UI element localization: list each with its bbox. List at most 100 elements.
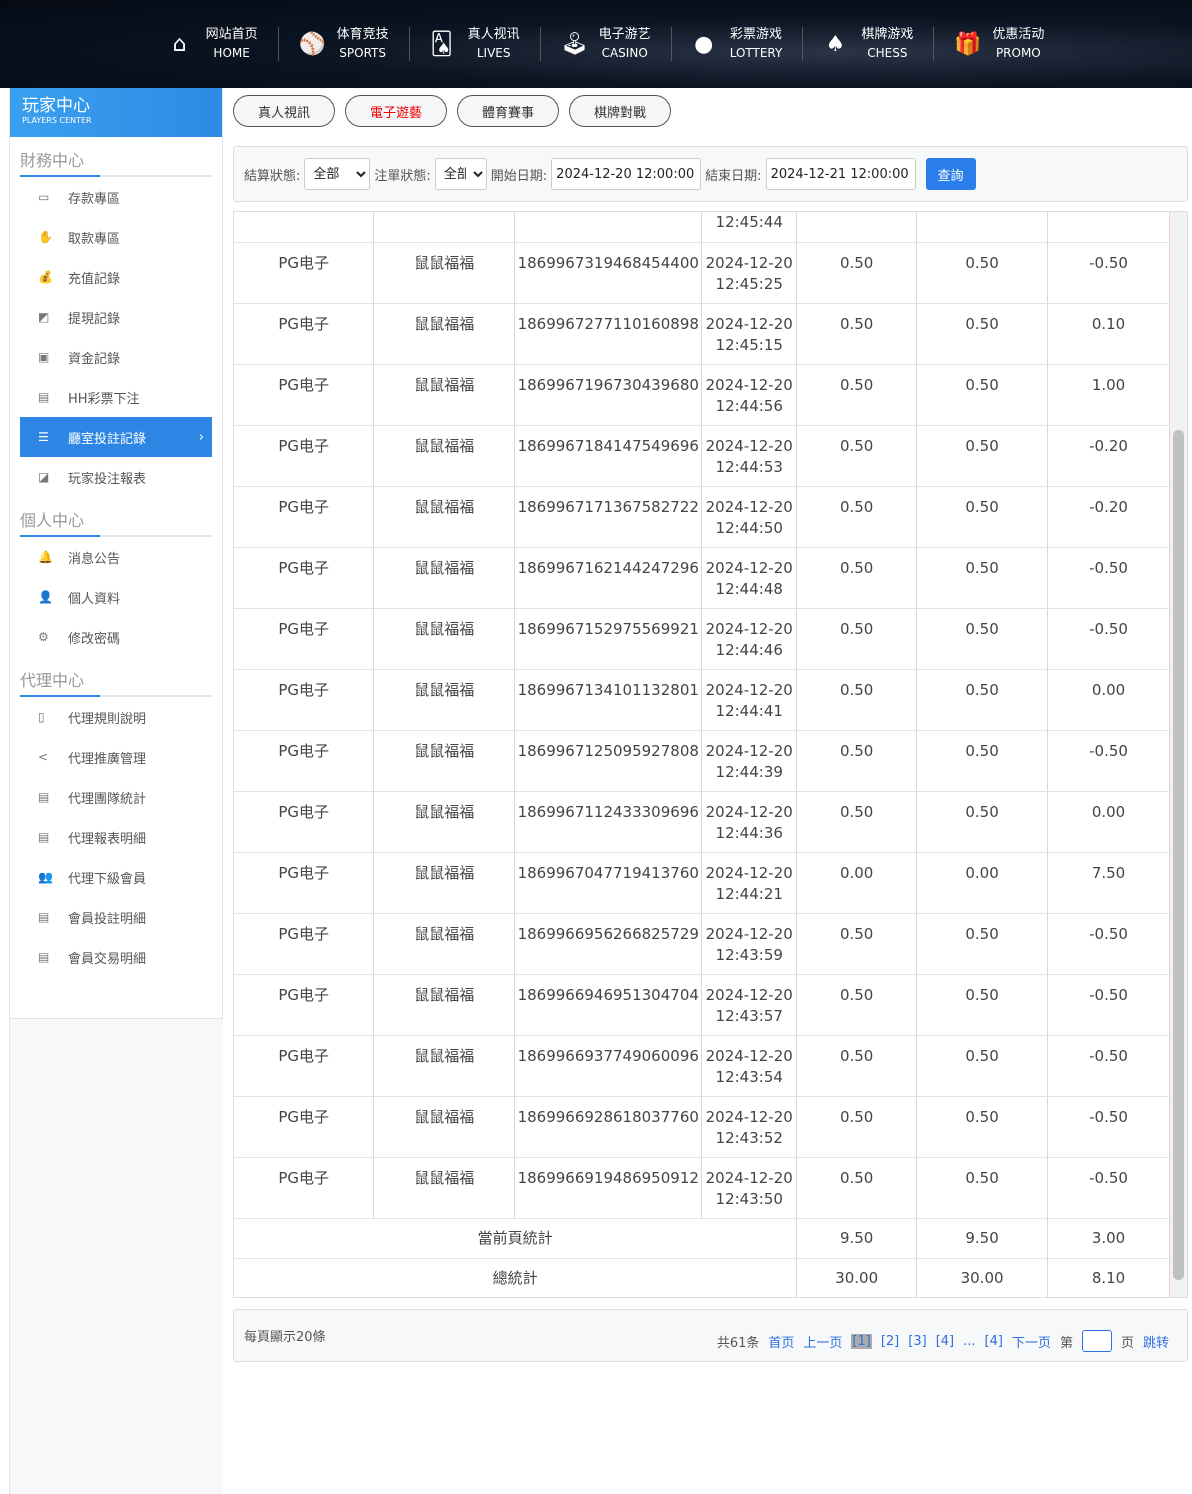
sidebar-item[interactable]: 👥 代理下級會員 [20,857,212,897]
nav-label-en: LIVES [476,46,511,60]
tab-game[interactable]: 體育賽事 [457,95,559,127]
sidebar-item[interactable]: ▭ 存款專區 [20,177,212,217]
section-title-finance: 財務中心 [20,147,212,177]
sidebar-item[interactable]: ☰ 廳室投註記錄 › [20,417,212,457]
table-cell: 1869967319468454400 [514,242,703,304]
table-cell: PG电子 [234,486,375,548]
sidebar-item[interactable]: ▤ 會員交易明細 [20,937,212,977]
end-date-input[interactable] [765,158,916,190]
table-cell: PG电子 [234,852,375,914]
nav-label: 棋牌游戏 CHESS [861,26,913,62]
sidebar-item[interactable]: 💰 充值記錄 [20,257,212,297]
totals-label: 總統計 [234,1258,798,1297]
menu-icon: ☰ [38,430,49,444]
goto-page-input[interactable] [1081,1330,1112,1352]
sidebar-item-label: 存款專區 [68,191,121,207]
page-link[interactable]: [4] [984,1333,1003,1349]
first-page-link[interactable]: 首页 [768,1335,795,1351]
nav-lottery[interactable]: ● 彩票游戏 LOTTERY [670,27,803,61]
totals-label: 當前頁統計 [234,1218,798,1259]
filter-bar: 結算狀態: 全部 注單狀態: 全部 開始日期: 結束日期: 查詢 [233,146,1188,202]
nav-label-zh: 网站首页 [205,27,258,42]
nav-promo[interactable]: 🎁 优惠活动 PROMO [933,27,1064,61]
table-cell: PG电子 [234,1157,375,1219]
table-cell: 0.50 [916,791,1049,853]
table-cell: 鼠鼠福福 [373,608,516,670]
scrollbar-thumb[interactable] [1173,430,1184,1280]
table-cell: -0.50 [1047,730,1170,792]
sidebar-item-label: 取款專區 [68,231,121,247]
nav-home[interactable]: ⌂ 网站首页 HOME [148,27,278,61]
scrollbar[interactable] [1170,212,1187,1297]
page-link[interactable]: [2] [880,1333,900,1349]
sidebar-item[interactable]: ⚙ 修改密碼 [20,617,212,657]
cards-icon: 🂡 [430,31,453,57]
sidebar-item-label: 代理報表明細 [68,831,147,847]
nav-lives[interactable]: 🂡 真人视讯 LIVES [408,27,540,61]
table-cell: 2024-12-20 12:45:44 [701,212,798,243]
table-cell: 0.50 [916,547,1049,609]
sidebar-item[interactable]: < 代理推廣管理 [20,737,212,777]
nav-label-zh: 彩票游戏 [730,27,783,42]
totals-row: 總統計 30.00 30.00 8.10 [234,1258,1170,1297]
sidebar-item[interactable]: ✋ 取款專區 [20,217,212,257]
prev-page-link[interactable]: 上一页 [803,1335,843,1351]
sidebar-item-label: 會員投註明細 [68,911,147,927]
nav-label-en: PROMO [995,46,1041,60]
sidebar-item[interactable]: ▤ 會員投註明細 [20,897,212,937]
table-cell: 2024-12-20 12:44:21 [701,852,798,914]
jump-link[interactable]: 跳转 [1142,1335,1169,1351]
menu-icon: ◩ [38,310,50,324]
sidebar-item[interactable]: ▤ 代理團隊統計 [20,777,212,817]
table-cell: 1.00 [1047,364,1170,426]
totals-value: 30.00 [916,1258,1049,1297]
table-cell: 2024-12-20 12:43:59 [701,913,798,975]
table-cell: 1869967277110160898 [514,303,703,365]
query-button[interactable]: 查詢 [925,158,976,190]
table-cell: 2024-12-20 12:44:56 [701,364,798,426]
menu-icon: 👤 [38,590,53,604]
tab-game[interactable]: 電子遊藝 [345,95,447,127]
next-page-link[interactable]: 下一页 [1011,1335,1051,1351]
tab-game[interactable]: 棋牌對戰 [569,95,671,127]
menu-icon: ▤ [38,950,50,964]
table-cell: 2024-12-20 12:43:50 [701,1157,798,1219]
nav-sports[interactable]: ⚾ 体育竞技 SPORTS [277,27,409,61]
sidebar-item[interactable]: ◩ 提現記錄 [20,297,212,337]
page-link[interactable]: [3] [908,1333,927,1349]
sidebar-item[interactable]: 🔔 消息公告 [20,537,212,577]
order-status-select[interactable]: 全部 [434,158,487,190]
sidebar-item[interactable]: ▣ 資金記錄 [20,337,212,377]
table-cell [796,212,918,243]
page-link[interactable]: ... [963,1333,976,1349]
sidebar-item[interactable]: 👤 個人資料 [20,577,212,617]
sidebar-item[interactable]: ◪ 玩家投注報表 [20,457,212,497]
page-link[interactable]: [4] [935,1333,955,1349]
table-cell: 0.50 [796,669,918,731]
nav-label: 电子游艺 CASINO [599,26,651,62]
table-cell: -0.50 [1047,1157,1170,1219]
pagination: 每頁顯示20條 共61条 首页 上一页 [1] [2] [3] [4]... [4] 下一页第页… [233,1309,1188,1362]
sidebar-item[interactable]: ▤ HH彩票下注 [20,377,212,417]
sidebar-item[interactable]: ▯ 代理規則說明 [20,697,212,737]
start-date-input[interactable] [551,158,702,190]
chevron-right-icon: › [198,429,204,445]
table-cell: 0.50 [796,486,918,548]
totals-value: 9.50 [916,1218,1049,1259]
tab-game[interactable]: 真人視訊 [233,95,335,127]
nav-casino[interactable]: 🕹 电子游艺 CASINO [539,26,671,62]
nav-label-en: LOTTERY [729,46,783,60]
table-cell: 0.50 [916,1035,1049,1097]
gift-icon: 🎁 [954,31,982,57]
settle-status-select[interactable]: 全部 [304,158,371,190]
table-cell: 0.50 [916,242,1049,304]
table-cell: 2024-12-20 12:44:53 [701,425,798,487]
nav-chess[interactable]: ♠ 棋牌游戏 CHESS [802,27,933,61]
table-cell: PG电子 [234,242,375,304]
section-title-agent: 代理中心 [20,667,212,697]
page-link[interactable]: [1] [851,1333,872,1349]
nav-label-en: SPORTS [339,46,386,60]
sidebar-item[interactable]: ▤ 代理報表明細 [20,817,212,857]
table-cell: 1869967196730439680 [514,364,703,426]
total-count: 共61条 [716,1335,760,1351]
